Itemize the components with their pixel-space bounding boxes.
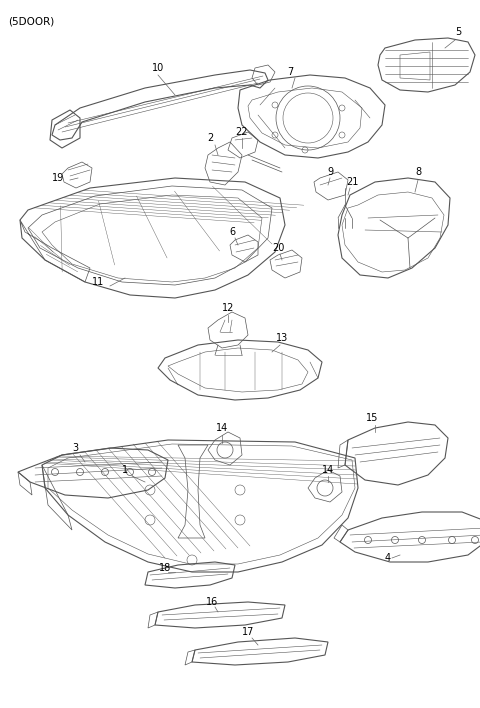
Text: 9: 9 [327,167,333,177]
Text: (5DOOR): (5DOOR) [8,16,54,26]
Text: 7: 7 [287,67,293,77]
Text: 14: 14 [322,465,334,475]
Text: 11: 11 [92,277,104,287]
Text: 1: 1 [122,465,128,475]
Text: 3: 3 [72,443,78,453]
Text: 18: 18 [159,563,171,573]
Text: 8: 8 [415,167,421,177]
Text: 16: 16 [206,597,218,607]
Text: 6: 6 [229,227,235,237]
Text: 10: 10 [152,63,164,73]
Text: 14: 14 [216,423,228,433]
Text: 4: 4 [385,553,391,563]
Text: 2: 2 [207,133,213,143]
Text: 21: 21 [346,177,358,187]
Text: 12: 12 [222,303,234,313]
Text: 5: 5 [455,27,461,37]
Text: 17: 17 [242,627,254,637]
Text: 15: 15 [366,413,378,423]
Text: 20: 20 [272,243,284,253]
Text: 19: 19 [52,173,64,183]
Text: 13: 13 [276,333,288,343]
Text: 22: 22 [236,127,248,137]
